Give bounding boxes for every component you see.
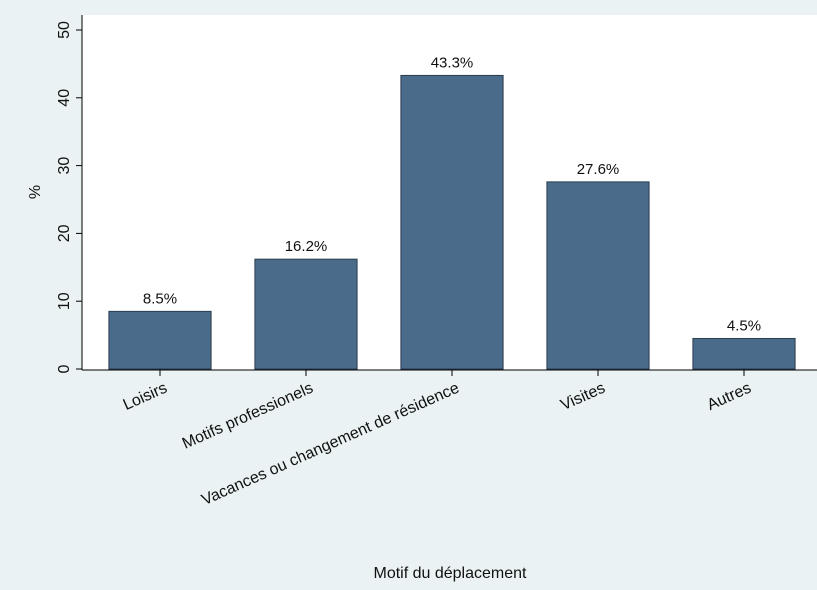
y-tick-label: 20 xyxy=(56,224,73,242)
y-tick-label: 30 xyxy=(56,157,73,175)
y-tick-label: 40 xyxy=(56,89,73,107)
value-label: 8.5% xyxy=(143,290,177,307)
y-axis-title: % xyxy=(27,185,44,199)
bar xyxy=(692,337,796,370)
y-tick-label: 10 xyxy=(56,292,73,310)
bar xyxy=(254,258,358,370)
bar xyxy=(108,310,212,370)
x-axis-title: Motif du déplacement xyxy=(374,565,528,582)
value-label: 43.3% xyxy=(431,54,474,71)
bar xyxy=(546,181,650,370)
y-tick-label: 50 xyxy=(56,21,73,39)
value-label: 4.5% xyxy=(727,317,761,334)
bar xyxy=(400,74,504,370)
value-label: 16.2% xyxy=(285,238,328,255)
y-tick-label: 0 xyxy=(56,364,73,373)
value-label: 27.6% xyxy=(577,161,620,178)
